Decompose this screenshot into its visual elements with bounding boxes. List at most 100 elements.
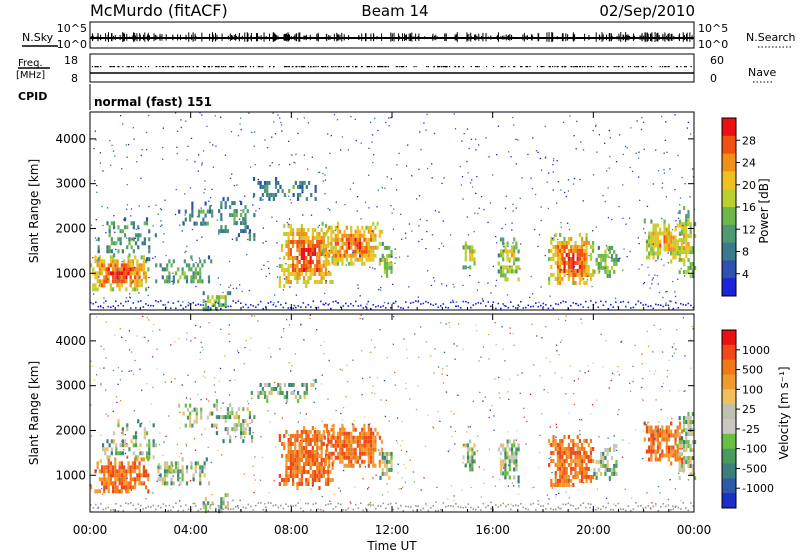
scatter-point (201, 164, 203, 166)
heat-cell (186, 407, 190, 412)
heat-cell (563, 264, 566, 269)
nave-dot (598, 66, 600, 68)
scatter-point (582, 200, 584, 202)
scatter-point (194, 381, 196, 383)
heat-cell (92, 267, 95, 272)
heat-cell (365, 257, 368, 262)
heat-cell (678, 270, 681, 275)
heat-cell (107, 461, 110, 466)
ground-scatter (160, 300, 162, 302)
heat-cell (244, 213, 247, 218)
scatter-point (271, 136, 273, 138)
scatter-point (335, 201, 337, 203)
heat-cell (115, 241, 118, 246)
heat-cell (656, 247, 660, 252)
heat-cell (123, 439, 127, 444)
heat-cell (170, 465, 173, 470)
heat-cell (367, 463, 370, 468)
heat-cell (615, 257, 618, 262)
scatter-point (620, 341, 622, 343)
heat-cell (302, 445, 306, 450)
scatter-point (652, 277, 654, 279)
heat-cell (130, 245, 133, 250)
heat-cell (559, 272, 562, 277)
scatter-point (589, 507, 591, 509)
heat-cell (587, 240, 590, 245)
heat-cell (107, 469, 110, 474)
heat-cell (318, 445, 321, 450)
heat-cell (190, 275, 193, 280)
heat-cell (298, 481, 301, 486)
heat-cell (134, 457, 137, 462)
heat-cell (570, 248, 573, 253)
ground-scatter (237, 300, 240, 303)
heat-cell (287, 465, 290, 470)
scatter-point (349, 501, 351, 503)
heat-cell (650, 243, 653, 248)
scatter-point (239, 200, 241, 202)
ground-scatter (457, 305, 460, 307)
heat-cell (330, 455, 333, 460)
heat-cell (386, 261, 389, 266)
heat-cell (665, 425, 668, 430)
heat-cell (691, 262, 694, 267)
heat-cell (131, 259, 134, 264)
scatter-point (321, 495, 323, 498)
scatter-point (538, 301, 540, 304)
heat-cell (559, 268, 562, 273)
scatter-point (657, 170, 660, 172)
scatter-point (352, 359, 354, 361)
scatter-point (374, 346, 376, 349)
heat-cell (332, 427, 335, 432)
heat-cell (693, 234, 697, 239)
scatter-point (494, 485, 496, 487)
heat-cell (552, 252, 555, 257)
scatter-point (683, 390, 685, 393)
heat-cell (613, 269, 616, 274)
heat-cell (352, 455, 355, 460)
heat-cell (471, 249, 474, 254)
scatter-point (367, 486, 370, 489)
heat-cell (610, 265, 614, 270)
scatter-point (687, 479, 690, 481)
scatter-point (545, 357, 548, 359)
scatter-point (122, 449, 125, 451)
heat-cell (563, 458, 566, 463)
heat-cell (123, 469, 126, 474)
heat-cell (291, 235, 295, 240)
heat-cell (96, 489, 99, 494)
nave-dot (579, 66, 582, 68)
heat-cell (207, 299, 210, 304)
scatter-point (622, 153, 625, 156)
scatter-point (352, 252, 354, 254)
scatter-point (489, 202, 492, 204)
freq-left-tick-bottom: 8 (71, 72, 78, 85)
scatter-point (239, 117, 242, 119)
heat-cell (550, 264, 553, 269)
heat-cell (554, 260, 557, 265)
heat-cell (585, 248, 588, 253)
heat-cell (517, 479, 520, 484)
scatter-point (529, 393, 532, 395)
heat-cell (674, 429, 677, 434)
heat-cell (240, 229, 243, 234)
heat-cell (693, 222, 697, 227)
heat-cell (574, 462, 577, 467)
heat-cell (665, 235, 668, 240)
heat-cell (289, 223, 292, 228)
heat-cell (352, 435, 355, 440)
scatter-point (592, 362, 594, 364)
scatter-point (619, 134, 621, 136)
heat-cell (305, 453, 308, 458)
heat-cell (330, 225, 333, 230)
heat-cell (283, 394, 286, 399)
heat-cell (96, 259, 99, 264)
heat-cell (94, 255, 97, 260)
scatter-point (124, 488, 126, 491)
heat-cell (270, 390, 273, 395)
heat-cell (291, 441, 295, 446)
nave-dot (361, 66, 363, 68)
heat-cell (464, 249, 467, 254)
scatter-point (494, 321, 496, 324)
scatter-point (236, 184, 238, 186)
